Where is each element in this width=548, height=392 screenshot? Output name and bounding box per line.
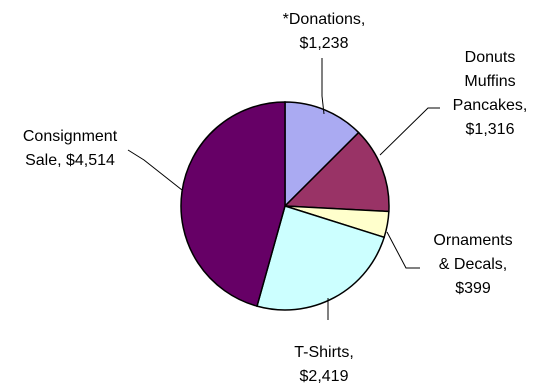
slice-label-3: Ornaments & Decals, $399: [433, 232, 512, 297]
slice-label-line: Donuts: [465, 49, 516, 66]
pie-slice-4: [256, 205, 386, 311]
slice-label-line: $399: [455, 280, 491, 297]
slice-label-line: & Decals,: [439, 256, 507, 273]
slice-label-line: Pancakes,: [453, 97, 528, 114]
slice-label-line: Ornaments: [433, 232, 512, 249]
slice-label-1: *Donations, $1,238: [283, 11, 366, 52]
leader-line-2: [379, 107, 440, 156]
slice-label-line: $2,419: [300, 368, 349, 385]
pie-slice-1: [284, 101, 360, 208]
pie-slice-5: [180, 101, 286, 308]
pie-slice-2: [283, 131, 390, 213]
slice-label-line: Sale, $4,514: [25, 152, 115, 169]
slice-label-line: $1,316: [466, 121, 515, 138]
slice-label-5: Consignment Sale, $4,514: [23, 128, 118, 169]
slice-label-line: $1,238: [300, 35, 349, 52]
leader-line-1: [321, 58, 325, 115]
slice-label-2: Donuts Muffins Pancakes, $1,316: [453, 49, 528, 138]
leader-line-5: [127, 149, 183, 191]
slice-label-line: Muffins: [464, 73, 515, 90]
slice-label-4: T-Shirts, $2,419: [294, 344, 354, 385]
slice-label-line: *Donations,: [283, 11, 366, 28]
slice-label-line: Consignment: [23, 128, 118, 145]
slice-label-line: T-Shirts,: [294, 344, 354, 361]
leader-line-3: [386, 231, 420, 269]
